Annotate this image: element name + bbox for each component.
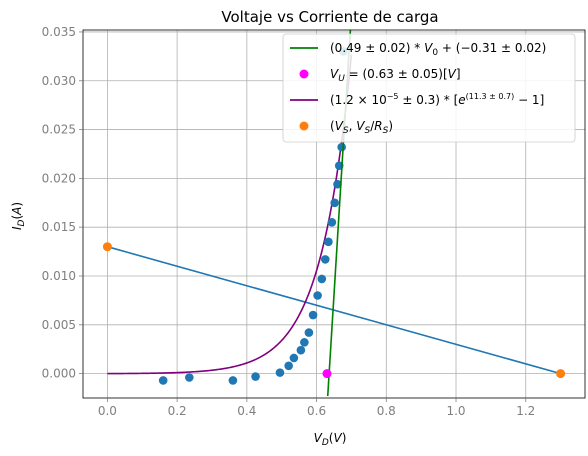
y-tick-label: 0.000	[42, 367, 76, 381]
x-axis-label-symbol: V	[314, 431, 323, 445]
y-axis-label-unit-close: )	[10, 202, 24, 207]
x-tick-label: 1.2	[516, 404, 535, 418]
axis-ticks: 0.0 0.2 0.4 0.6 0.8 1.0 1.2 0.000 0.005 0.010 0.01…	[42, 25, 536, 418]
measured-point	[228, 376, 238, 385]
legend-exp-part-3: − 1]	[514, 93, 544, 107]
axes-frame	[82, 29, 586, 399]
legend-entry-threshold: VU = (0.63 ± 0.05)[V]	[330, 67, 461, 84]
y-tick-label: 0.030	[42, 74, 76, 88]
legend-source-v2: V	[356, 119, 365, 133]
y-axis-label-symbol: I	[10, 226, 24, 230]
y-tick-label: 0.025	[42, 123, 76, 137]
measured-point	[158, 376, 168, 385]
legend-exp-e: e	[458, 93, 465, 107]
legend-linear-sub: 0	[432, 48, 438, 58]
measured-point	[337, 142, 346, 152]
legend-exp-power: −5	[387, 92, 399, 101]
x-tick-label: 0.4	[237, 404, 256, 418]
source-point	[102, 242, 112, 252]
x-axis-label-unit: (	[329, 431, 334, 445]
x-axis-label-unit-close: )	[342, 431, 347, 445]
measured-point	[320, 255, 330, 264]
y-tick-label: 0.015	[42, 220, 76, 234]
measured-point	[330, 198, 339, 208]
legend-threshold-var: V	[330, 67, 339, 81]
x-tick-label: 0.2	[168, 404, 187, 418]
legend-exp-exponent: (11.3 ± 0.7)	[466, 92, 515, 101]
y-axis-label: ID(A)	[10, 202, 27, 230]
threshold-point	[322, 369, 332, 379]
legend-entry-source-points: (VS, VS/RS)	[330, 119, 393, 136]
measured-point	[284, 361, 293, 371]
legend-entry-linear-fit: (0.49 ± 0.02) * V0 + (−0.31 ± 0.02)	[330, 41, 546, 58]
legend-box	[282, 33, 576, 143]
x-axis-label: VD(V)	[314, 431, 347, 448]
legend-source-v1: V	[335, 119, 344, 133]
x-axis-label-subscript: D	[322, 438, 329, 448]
measured-point	[289, 353, 299, 363]
y-tick-label: 0.020	[42, 171, 76, 185]
legend-linear-var: V	[424, 41, 433, 55]
legend-source-r: R	[374, 119, 382, 133]
measured-point	[304, 328, 314, 337]
legend-exp-part-2: ± 0.3) * [	[399, 93, 459, 107]
measured-point	[251, 372, 260, 381]
measured-point	[333, 179, 342, 189]
measured-point	[296, 345, 306, 355]
measured-point	[313, 291, 322, 300]
measured-point	[275, 368, 285, 377]
legend-entry-exponential-fit: (1.2 × 10−5 ± 0.3) * [e(11.3 ± 0.7) − 1]	[330, 92, 544, 107]
legend-linear-part-1: (0.49 ± 0.02) *	[330, 41, 424, 55]
y-tick-label: 0.035	[42, 25, 76, 39]
legend-threshold-unit: V	[448, 67, 457, 81]
chart-title: Voltaje vs Corriente de carga	[221, 8, 438, 26]
exponential-fit-curve	[107, 54, 353, 375]
legend-swatch-threshold	[299, 69, 309, 79]
legend-threshold-close: ]	[456, 67, 461, 81]
x-tick-label: 1.0	[446, 404, 465, 418]
measured-point	[324, 237, 333, 247]
legend: (0.49 ± 0.02) * V0 + (−0.31 ± 0.02) VU =…	[282, 33, 576, 143]
y-axis-label-unit-symbol: A	[10, 207, 24, 216]
legend-source-s2: S	[364, 126, 370, 136]
legend-source-s1: S	[343, 126, 349, 136]
legend-threshold-sub: U	[338, 74, 345, 84]
plot-area	[102, 30, 566, 397]
x-axis-label-unit-symbol: V	[333, 431, 342, 445]
legend-linear-part-2: + (−0.31 ± 0.02)	[438, 41, 546, 55]
legend-source-s3: S	[383, 126, 389, 136]
y-axis-label-subscript: D	[17, 219, 27, 226]
legend-source-close: )	[388, 119, 393, 133]
source-point	[556, 369, 566, 379]
x-tick-label: 0.6	[307, 404, 326, 418]
legend-source-comma: ,	[349, 119, 357, 133]
legend-swatch-source-points	[299, 121, 309, 131]
x-tick-label: 0.8	[377, 404, 396, 418]
measured-point	[300, 338, 309, 347]
x-tick-label: 0.0	[98, 404, 117, 418]
y-tick-label: 0.010	[42, 269, 76, 283]
measured-point	[185, 373, 194, 382]
measured-point	[308, 310, 318, 320]
y-tick-label: 0.005	[42, 318, 76, 332]
legend-threshold-value: = (0.63 ± 0.05)[	[345, 67, 448, 81]
legend-source-slash: /	[370, 119, 375, 133]
legend-exp-part-1: (1.2 × 10	[330, 93, 387, 107]
load-line	[107, 245, 561, 375]
measured-point	[327, 217, 337, 227]
legend-source-open: (	[330, 119, 335, 133]
y-axis-label-unit: (	[10, 215, 24, 220]
measured-point	[317, 274, 327, 284]
